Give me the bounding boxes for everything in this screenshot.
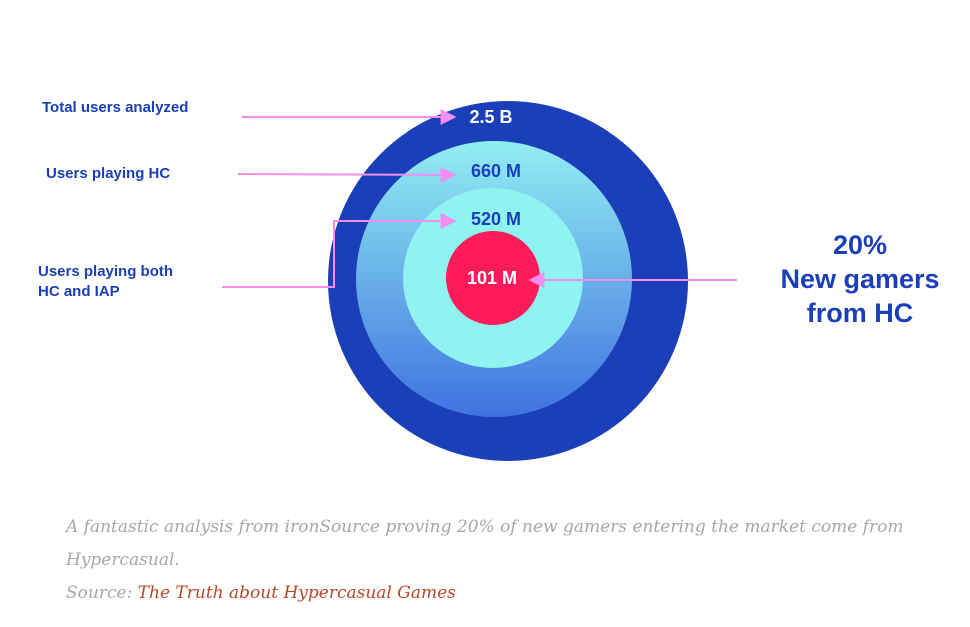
label-hc-iap-users: Users playing both HC and IAP [38, 262, 173, 302]
arrow-hc-iap-users [222, 213, 457, 288]
callout-percent: 20% [832, 230, 888, 260]
source-link[interactable]: The Truth about Hypercasual Games [137, 583, 456, 603]
concentric-users-diagram: 2.5 B 660 M 520 M 101 M [222, 101, 737, 461]
callout-line-1: New gamers [780, 264, 940, 294]
label-hc-iap-line-2: HC and IAP [38, 283, 120, 300]
label-hc-iap-line-1: Users playing both [38, 263, 174, 280]
new-gamers-callout: 20% New gamers from HC [760, 228, 960, 330]
label-total-users: Total users analyzed [42, 99, 189, 116]
core-new-gamers [446, 231, 540, 325]
arrow-hc-users [237, 166, 457, 183]
callout-line-2: from HC [806, 298, 914, 328]
ring-hc-iap-value: 520 M [471, 209, 521, 229]
figure-caption: A fantastic analysis from ironSource pro… [66, 511, 926, 610]
source-prefix: Source: [66, 583, 138, 603]
ring-total-value: 2.5 B [469, 107, 512, 127]
caption-source: Source: The Truth about Hypercasual Game… [66, 577, 926, 610]
caption-text: A fantastic analysis from ironSource pro… [66, 517, 904, 570]
label-hc-users: Users playing HC [46, 165, 171, 182]
ring-hc-value: 660 M [471, 161, 521, 181]
core-value: 101 M [467, 268, 517, 288]
